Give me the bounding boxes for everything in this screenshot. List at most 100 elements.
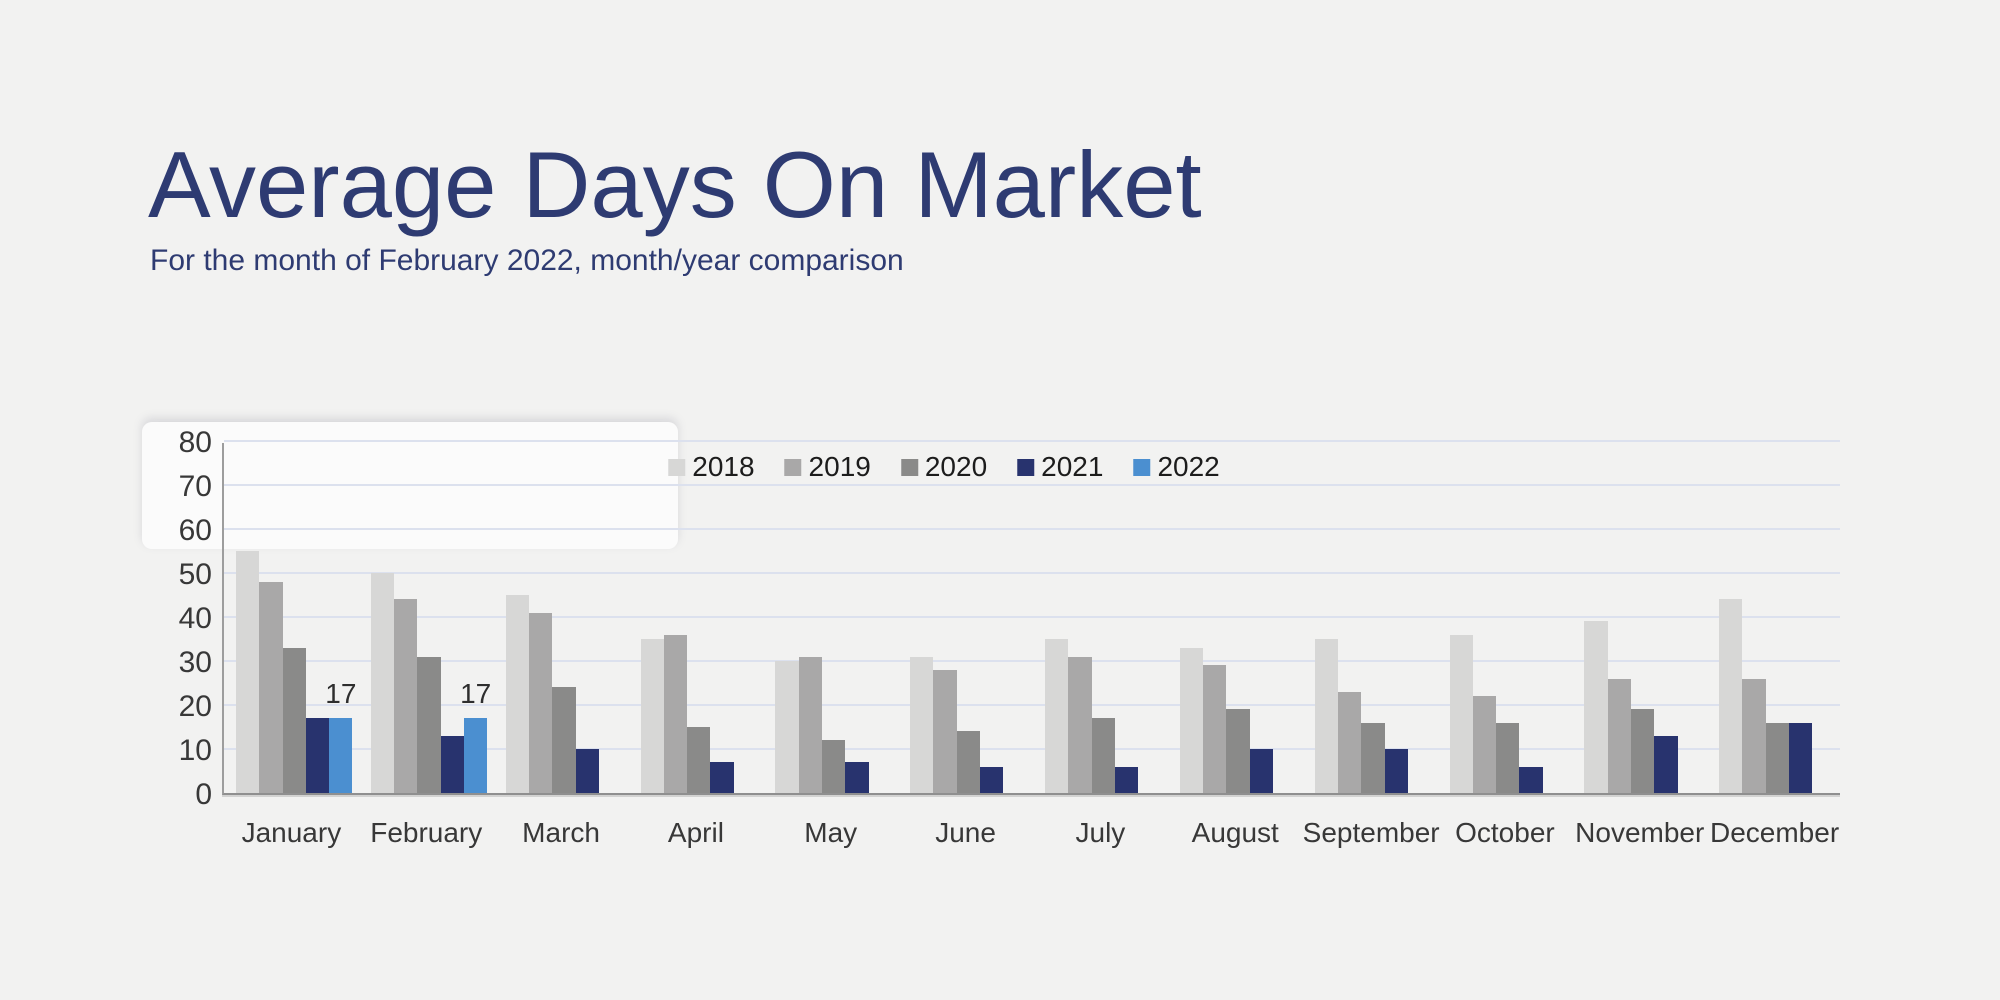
bar-2021-december xyxy=(1789,722,1813,793)
legend-swatch-icon-2018 xyxy=(668,458,686,476)
y-tick-label-70: 70 xyxy=(178,470,212,503)
bar-2018-april xyxy=(640,639,664,793)
gridline-30 xyxy=(224,660,1840,662)
x-tick-label-july: July xyxy=(1075,817,1126,848)
bar-2019-december xyxy=(1742,678,1766,793)
y-tick-label-80: 80 xyxy=(178,426,212,459)
gridline-70 xyxy=(224,484,1840,486)
y-tick-label-40: 40 xyxy=(178,602,212,635)
bar-2018-january xyxy=(236,551,260,793)
bar-2019-april xyxy=(663,634,688,793)
gridline-10 xyxy=(224,748,1840,750)
legend-item-2021: 2021 xyxy=(1017,451,1103,483)
bar-2021-january xyxy=(305,718,330,793)
bar-2021-october xyxy=(1519,766,1543,793)
bar-2020-january xyxy=(282,647,306,793)
x-tick-label-february: February xyxy=(370,817,483,848)
x-tick-label-may: May xyxy=(804,817,858,848)
legend-item-2020: 2020 xyxy=(900,451,988,483)
bar-2018-december xyxy=(1719,599,1743,793)
legend-label-2022: 2022 xyxy=(1157,451,1220,482)
bar-2018-july xyxy=(1045,639,1069,793)
bar-2018-august xyxy=(1179,647,1204,793)
bar-2020-september xyxy=(1361,722,1385,793)
x-tick-label-january: January xyxy=(241,817,342,848)
legend-swatch-icon-2022 xyxy=(1133,458,1151,476)
bar-2018-june xyxy=(910,656,934,793)
bar-2019-october xyxy=(1472,696,1497,793)
page-subtitle: For the month of February 2022, month/ye… xyxy=(150,244,904,277)
x-tick-label-april: April xyxy=(667,817,724,848)
bar-2018-october xyxy=(1449,634,1473,793)
y-axis-tick-labels: 0 10 20 30 40 50 60 70 80 xyxy=(120,427,212,811)
x-tick-label-november: November xyxy=(1575,817,1705,848)
gridline-50 xyxy=(224,572,1840,574)
page-title: Average Days On Market xyxy=(148,132,1202,237)
gridline-20 xyxy=(224,704,1840,706)
bar-2022-february xyxy=(464,718,488,793)
x-tick-label-june: June xyxy=(935,817,996,848)
legend-swatch-icon-2020 xyxy=(900,458,918,476)
data-label-2022-february: 17 xyxy=(460,678,492,710)
legend-item-2019: 2019 xyxy=(784,451,871,483)
gridline-60 xyxy=(224,528,1840,530)
gridline-40 xyxy=(224,616,1840,618)
bar-2020-november xyxy=(1630,709,1655,793)
bar-2020-october xyxy=(1496,722,1520,793)
bar-2019-september xyxy=(1337,691,1362,793)
bar-2021-august xyxy=(1249,749,1274,793)
x-tick-label-october: October xyxy=(1455,817,1555,848)
bar-2021-february xyxy=(440,735,465,793)
y-tick-label-20: 20 xyxy=(178,690,212,723)
bar-2021-may xyxy=(845,762,869,793)
y-tick-label-60: 60 xyxy=(178,514,212,547)
bar-2020-august xyxy=(1226,709,1250,793)
bar-2020-april xyxy=(687,727,711,793)
bar-2021-april xyxy=(710,762,734,793)
legend-item-2018: 2018 xyxy=(668,451,755,483)
bar-2021-november xyxy=(1654,735,1678,793)
y-tick-label-0: 0 xyxy=(195,778,212,811)
legend-swatch-icon-2021 xyxy=(1017,458,1035,476)
bar-2020-december xyxy=(1765,722,1790,793)
bar-2019-february xyxy=(394,599,418,793)
bar-2020-july xyxy=(1091,718,1115,793)
legend-label-2020: 2020 xyxy=(924,451,988,482)
x-tick-label-march: March xyxy=(522,817,600,848)
bar-2022-january xyxy=(329,718,353,793)
bar-2021-september xyxy=(1384,749,1408,793)
bar-2018-september xyxy=(1314,639,1338,793)
bar-2018-may xyxy=(775,661,799,793)
legend-item-2022: 2022 xyxy=(1133,451,1220,483)
bar-2018-march xyxy=(505,595,529,793)
bar-2020-march xyxy=(552,687,576,793)
y-tick-label-10: 10 xyxy=(178,734,212,767)
bar-2021-july xyxy=(1114,766,1139,793)
bar-2018-november xyxy=(1584,621,1608,793)
bar-2021-june xyxy=(980,766,1004,793)
bar-2019-july xyxy=(1068,656,1092,793)
chart-legend: 2018 2019 2020 2021 2022 xyxy=(668,451,1220,483)
bar-2019-november xyxy=(1607,678,1631,793)
bar-2019-august xyxy=(1203,665,1227,793)
bar-2019-june xyxy=(933,669,957,793)
y-tick-label-50: 50 xyxy=(178,558,212,591)
y-tick-label-30: 30 xyxy=(178,646,212,679)
legend-label-2021: 2021 xyxy=(1041,451,1104,482)
x-tick-label-august: August xyxy=(1191,817,1279,848)
bar-2020-may xyxy=(821,740,846,793)
legend-label-2019: 2019 xyxy=(808,451,871,482)
bar-chart-plot-area: 2018 2019 2020 2021 2022 17 17 January Februar… xyxy=(222,440,1840,848)
data-label-2022-january: 17 xyxy=(325,678,357,710)
bar-2018-february xyxy=(370,573,395,793)
legend-label-2018: 2018 xyxy=(692,451,755,482)
bar-2021-march xyxy=(575,749,599,793)
legend-swatch-icon-2019 xyxy=(784,458,802,476)
bar-2019-may xyxy=(798,656,822,793)
bar-2020-february xyxy=(417,656,441,793)
gridline-80 xyxy=(224,440,1840,442)
bar-2019-january xyxy=(259,581,283,793)
x-tick-label-september: September xyxy=(1302,817,1440,848)
bar-2019-march xyxy=(528,612,553,793)
